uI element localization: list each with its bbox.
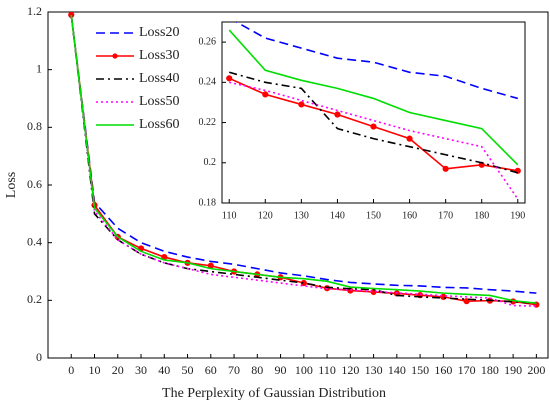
x-tick-label: 50 — [182, 363, 194, 377]
x-tick-label: 190 — [510, 210, 525, 221]
series-line — [228, 29, 519, 166]
y-tick-label: 0.2 — [27, 292, 42, 306]
legend-label: Loss30 — [139, 48, 179, 63]
series-marker — [226, 75, 233, 82]
y-tick-label: 0.24 — [199, 77, 217, 88]
series-line — [70, 14, 537, 305]
x-tick-label: 60 — [205, 363, 217, 377]
y-tick-label: 0.4 — [27, 234, 42, 248]
legend-label: Loss50 — [139, 94, 179, 109]
y-tick-label: 0.2 — [204, 157, 217, 168]
x-tick-label: 110 — [222, 210, 237, 221]
series-marker — [463, 298, 470, 305]
x-tick-label: 130 — [294, 210, 309, 221]
x-tick-label: 110 — [318, 363, 336, 377]
x-tick-label: 200 — [527, 363, 545, 377]
x-tick-label: 100 — [295, 363, 313, 377]
series-marker — [406, 135, 413, 142]
x-tick-label: 160 — [434, 363, 452, 377]
y-tick-label: 0 — [36, 350, 42, 364]
x-tick-label: 70 — [228, 363, 240, 377]
y-tick-label: 0.8 — [27, 119, 42, 133]
legend-label: Loss60 — [139, 117, 179, 132]
series-line — [70, 14, 537, 307]
y-tick-label: 0.26 — [199, 36, 217, 47]
x-tick-label: 120 — [341, 363, 359, 377]
x-tick-label: 140 — [330, 210, 345, 221]
x-tick-label: 130 — [365, 363, 383, 377]
y-tick-label: 0.18 — [199, 197, 217, 208]
x-tick-label: 40 — [158, 363, 170, 377]
y-axis-label: Loss — [4, 172, 19, 198]
series-line — [70, 14, 537, 294]
y-tick-label: 0.22 — [199, 117, 217, 128]
inset-frame — [221, 21, 526, 204]
series-marker — [334, 111, 341, 118]
x-tick-label: 150 — [366, 210, 381, 221]
y-tick-label: 1 — [36, 61, 42, 75]
x-tick-label: 10 — [89, 363, 101, 377]
series-marker — [262, 91, 269, 98]
x-tick-label: 20 — [112, 363, 124, 377]
y-tick-label: 1.2 — [27, 4, 42, 18]
x-tick-label: 80 — [251, 363, 263, 377]
x-tick-label: 190 — [504, 363, 522, 377]
x-tick-label: 170 — [438, 210, 453, 221]
series-marker — [298, 101, 305, 108]
x-tick-label: 90 — [275, 363, 287, 377]
y-tick-label: 0.6 — [27, 177, 42, 191]
series-marker — [442, 165, 449, 172]
x-tick-label: 150 — [411, 363, 429, 377]
x-tick-label: 140 — [388, 363, 406, 377]
x-tick-label: 170 — [458, 363, 476, 377]
legend-label: Loss40 — [139, 71, 179, 86]
series-line — [228, 71, 519, 174]
series-marker — [370, 123, 377, 130]
legend-label: Loss20 — [139, 25, 179, 40]
x-tick-label: 180 — [481, 363, 499, 377]
legend-marker — [112, 53, 118, 59]
series-marker — [300, 279, 307, 287]
x-tick-label: 160 — [402, 210, 417, 221]
x-tick-label: 30 — [135, 363, 147, 377]
x-axis-label: The Perplexity of Gaussian Distribution — [162, 386, 386, 401]
x-tick-label: 0 — [68, 363, 74, 377]
x-tick-label: 180 — [474, 210, 489, 221]
x-tick-label: 120 — [258, 210, 273, 221]
